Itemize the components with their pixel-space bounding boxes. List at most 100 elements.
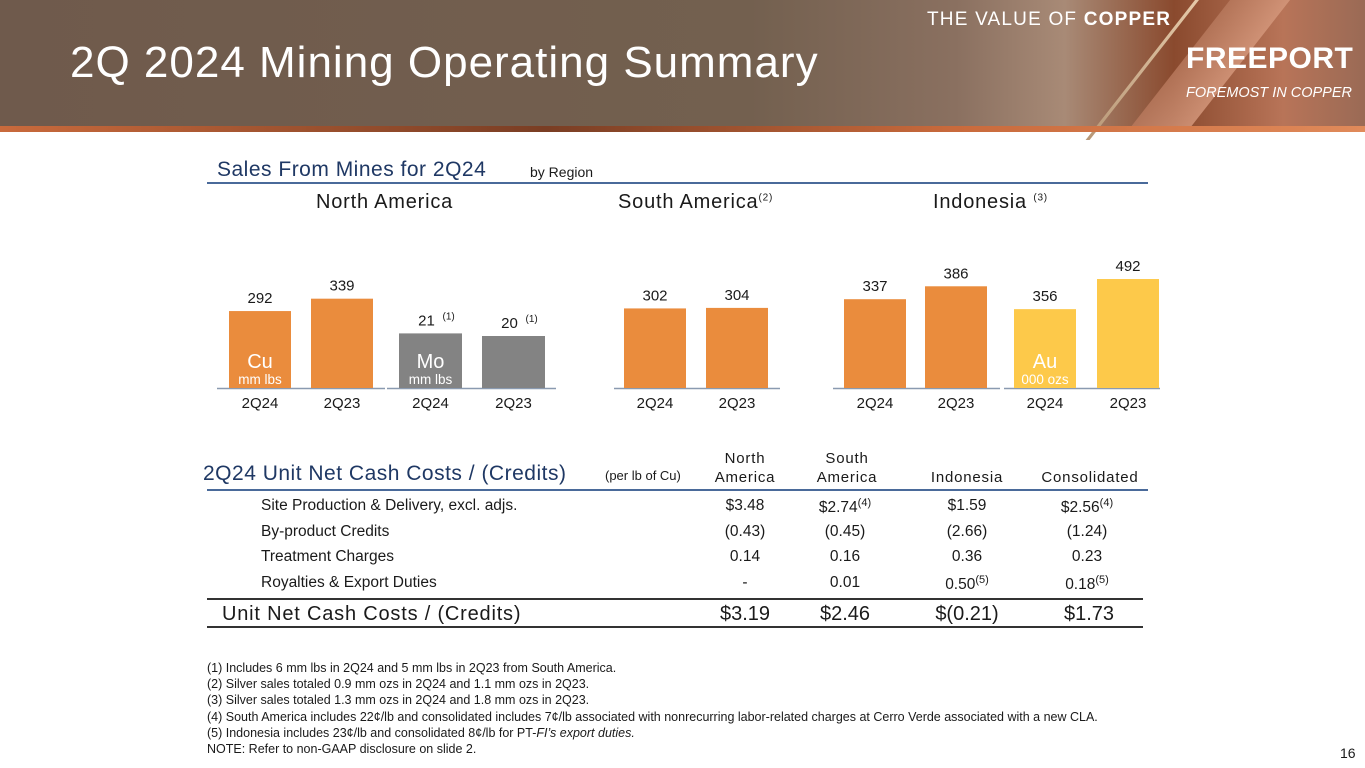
- footnote-ref: (5): [1095, 574, 1109, 586]
- col-header-line1: North: [724, 450, 766, 467]
- cell-value: 0.23: [1071, 548, 1103, 565]
- footnotes: (1) Includes 6 mm lbs in 2Q24 and 5 mm l…: [207, 660, 1098, 757]
- table-cell: -: [695, 574, 795, 592]
- col-header-consolidated: Consolidated: [1032, 468, 1148, 487]
- data-label: 337: [862, 278, 887, 295]
- bar-au-2q23: [1097, 279, 1159, 388]
- tick-label: 2Q24: [1027, 395, 1064, 412]
- col-header-indonesia: Indonesia: [912, 468, 1022, 487]
- table-cell: (2.66): [917, 523, 1017, 541]
- bar-au-2q24: [1014, 309, 1076, 388]
- cell-value: (1.24): [1066, 523, 1108, 540]
- bar-cu-2q24: [844, 299, 906, 388]
- bar-cu-2q23: [311, 298, 373, 388]
- footnote-1: (1) Includes 6 mm lbs in 2Q24 and 5 mm l…: [207, 661, 617, 675]
- tick-label: 2Q24: [637, 395, 674, 412]
- footnote-ref: (1): [443, 311, 455, 322]
- bar-cu-2q24: [624, 308, 686, 388]
- tagline: THE VALUE OF COPPER: [927, 9, 1171, 31]
- footnote-4: (4) South America includes 22¢/lb and co…: [207, 709, 1098, 724]
- cell-value: $3.48: [725, 497, 765, 514]
- cell-value: (2.66): [946, 523, 988, 540]
- total-row-label: Unit Net Cash Costs / (Credits): [222, 603, 522, 625]
- header-banner: [0, 0, 1365, 128]
- footnote-3: (3) Silver sales totaled 1.3 mm ozs in 2…: [207, 693, 590, 708]
- col-header-line2: America: [714, 469, 776, 486]
- unit-label: mm lbs: [409, 372, 453, 387]
- footnote-ref: (4): [1099, 497, 1114, 509]
- footnote-ref: (2): [758, 192, 774, 204]
- col-header-line1: South: [825, 450, 869, 467]
- data-label: 20: [501, 315, 518, 332]
- total-bottom-rule: [207, 626, 1143, 628]
- tagline-light: THE VALUE OF: [927, 9, 1084, 30]
- table-cell: 0.16: [795, 548, 895, 566]
- metal-label: Au: [1033, 351, 1057, 373]
- region-name: South America: [618, 191, 759, 213]
- company-slogan: FOREMOST IN COPPER: [1186, 85, 1352, 101]
- table-cell: $2.74(4): [795, 497, 895, 517]
- bar-mo-2q24: [399, 333, 462, 388]
- total-indonesia: $(0.21): [935, 603, 999, 625]
- total-north-america: $3.19: [719, 603, 771, 625]
- region-name: Indonesia: [933, 191, 1027, 213]
- sales-section-title: Sales From Mines for 2Q24: [217, 158, 487, 181]
- col-header-line2: Consolidated: [1041, 469, 1139, 486]
- unit-label: mm lbs: [238, 372, 282, 387]
- table-cell: (0.45): [795, 523, 895, 541]
- data-label: 21: [418, 312, 435, 329]
- cell-value: $1.59: [947, 497, 987, 514]
- tick-label: 2Q23: [719, 395, 756, 412]
- footnote-ref: (4): [857, 497, 872, 509]
- data-label: 386: [943, 265, 968, 282]
- region-indonesia: Indonesia (3): [933, 191, 1048, 214]
- row-label: By-product Credits: [261, 523, 390, 540]
- col-header-line2: America: [816, 469, 878, 486]
- data-label: 356: [1032, 288, 1057, 305]
- costs-section-title: 2Q24 Unit Net Cash Costs / (Credits): [203, 462, 567, 485]
- tick-label: 2Q23: [495, 395, 532, 412]
- footnote-note: NOTE: Refer to non-GAAP disclosure on sl…: [207, 742, 477, 757]
- tick-label: 2Q24: [857, 395, 894, 412]
- table-cell: 0.01: [795, 574, 895, 592]
- total-consolidated: $1.73: [1063, 603, 1115, 625]
- table-cell: 0.50(5): [917, 574, 1017, 594]
- footnote-ref: (1): [526, 314, 538, 325]
- cell-value: 0.01: [829, 574, 861, 591]
- table-cell: 0.23: [1037, 548, 1137, 566]
- tick-label: 2Q23: [938, 395, 975, 412]
- company-logo: FREEPORT: [1186, 42, 1354, 75]
- data-label: 492: [1115, 258, 1140, 275]
- metal-label: Cu: [247, 351, 273, 373]
- costs-header-rule: [207, 489, 1148, 491]
- table-cell: $2.56(4): [1037, 497, 1137, 517]
- costs-section-subtitle: (per lb of Cu): [605, 468, 681, 483]
- page-title: 2Q 2024 Mining Operating Summary: [70, 38, 819, 87]
- table-cell: (0.43): [695, 523, 795, 541]
- cell-value: 0.36: [951, 548, 983, 565]
- region-name: North America: [316, 191, 454, 213]
- region-south-america: South America(2): [618, 191, 773, 214]
- unit-label: 000 ozs: [1021, 372, 1069, 387]
- tagline-bold: COPPER: [1083, 9, 1172, 30]
- col-header-north-america: North America: [695, 449, 795, 487]
- footnote-5: (5) Indonesia includes 23¢/lb and consol…: [207, 725, 1098, 741]
- cell-value: 0.18: [1065, 576, 1096, 594]
- tick-label: 2Q23: [1110, 395, 1147, 412]
- bar-mo-2q23: [482, 336, 545, 388]
- sales-section-subtitle: by Region: [530, 164, 594, 180]
- footnote-2: (2) Silver sales totaled 0.9 mm ozs in 2…: [207, 677, 590, 692]
- tick-label: 2Q23: [324, 395, 361, 412]
- cell-value: (0.45): [824, 523, 866, 540]
- bar-cu-2q23: [925, 286, 987, 388]
- footnote-ref: (5): [975, 574, 989, 586]
- footnote-5-italic: FI’s export duties.: [536, 725, 635, 740]
- header-bottom-border: [0, 126, 1365, 132]
- cell-value: -: [742, 574, 748, 591]
- data-label: 292: [247, 290, 272, 307]
- table-cell: $3.48: [695, 497, 795, 515]
- table-cell: (1.24): [1037, 523, 1137, 541]
- table-cell: $1.59: [917, 497, 1017, 515]
- bar-cu-2q24: [229, 311, 291, 388]
